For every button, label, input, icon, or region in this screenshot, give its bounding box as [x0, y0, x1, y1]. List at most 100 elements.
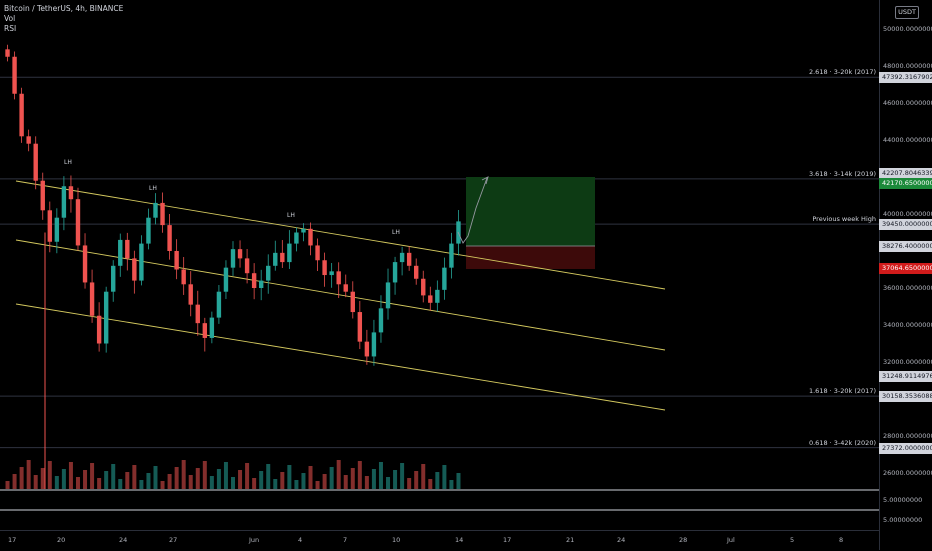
volume-bar — [280, 472, 285, 489]
candle — [251, 273, 257, 288]
price-tag[interactable]: 38276.40000000 — [879, 240, 932, 252]
price-tag[interactable]: 39450.00000000 — [879, 219, 932, 231]
projection-arrowhead — [481, 176, 489, 185]
lower-high-annotation: LH — [287, 212, 295, 219]
volume-bar — [322, 474, 327, 489]
candle — [258, 280, 264, 288]
lower-high-annotation: LH — [149, 185, 157, 192]
candle — [308, 228, 313, 246]
symbol-title[interactable]: Bitcoin / TetherUS, 4h, BINANCE — [4, 4, 124, 13]
volume-bar — [47, 461, 52, 489]
volume-bar — [435, 472, 440, 489]
candle — [244, 258, 250, 274]
time-tick-label: 10 — [392, 536, 401, 544]
price-tag[interactable]: 31248.91149765 — [879, 370, 932, 382]
price-tag[interactable]: 42207.80463396 — [879, 168, 932, 180]
volume-bar — [153, 466, 158, 489]
candle — [301, 228, 306, 233]
price-tick-label: 40000.00000000 — [883, 210, 932, 218]
volume-bar — [83, 470, 88, 489]
volume-bar — [329, 467, 334, 489]
candle — [33, 143, 38, 181]
candle — [202, 323, 208, 338]
candle — [89, 282, 95, 316]
volume-bar — [449, 480, 454, 489]
volume-bar — [125, 472, 130, 489]
time-tick-label: 17 — [8, 536, 17, 544]
volume-bar — [357, 461, 362, 489]
volume-bar — [273, 479, 278, 489]
candle — [399, 252, 405, 263]
candle — [350, 291, 355, 313]
candle — [449, 243, 454, 268]
time-tick-label: Jul — [727, 536, 735, 544]
candle — [12, 56, 17, 94]
volume-bar — [33, 475, 38, 489]
volume-bar — [146, 473, 151, 489]
rsi-tick-label: 5.00000000 — [883, 496, 923, 504]
price-tag[interactable]: 27372.00000000 — [879, 442, 932, 454]
volume-bar — [202, 461, 207, 489]
volume-bar — [104, 471, 109, 489]
time-axis[interactable] — [0, 530, 879, 551]
candle — [385, 282, 391, 309]
candle — [273, 252, 278, 266]
volume-bar — [181, 460, 186, 489]
currency-button[interactable]: USDT — [895, 6, 919, 19]
volume-bar — [97, 478, 102, 489]
price-tag[interactable]: 37064.65000000 — [879, 263, 932, 275]
time-tick-label: 24 — [119, 536, 128, 544]
candle — [406, 252, 412, 266]
candle — [54, 217, 60, 242]
level-label: 1.618 · 3-20k (2017) — [808, 387, 876, 396]
volume-bar — [111, 464, 116, 489]
time-tick-label: 14 — [455, 536, 464, 544]
lower-high-annotation: LH — [392, 229, 400, 236]
price-axis[interactable] — [879, 0, 932, 550]
volume-bar — [421, 464, 426, 489]
volume-bar — [75, 477, 80, 489]
time-tick-label: 21 — [566, 536, 575, 544]
level-label: 0.618 · 3-42k (2020) — [808, 438, 876, 447]
candle — [111, 265, 116, 292]
volume-indicator-label[interactable]: Vol — [4, 14, 16, 23]
price-tag[interactable]: 30158.35360880 — [879, 391, 932, 403]
candle — [195, 304, 200, 324]
volume-bar — [238, 470, 243, 489]
volume-bar — [90, 463, 95, 489]
volume-bar — [139, 480, 144, 489]
candle — [125, 239, 130, 259]
volume-bar — [167, 474, 172, 489]
volume-bar — [252, 478, 257, 489]
price-tick-label: 36000.00000000 — [883, 284, 932, 292]
candle — [174, 251, 179, 270]
candle — [287, 243, 292, 263]
candle — [181, 269, 186, 285]
candle — [392, 262, 398, 283]
volume-bar — [308, 466, 313, 489]
level-label: Previous week High — [812, 215, 876, 224]
volume-bar — [19, 467, 24, 489]
volume-bar — [160, 481, 165, 489]
time-tick-label: 20 — [57, 536, 66, 544]
volume-bar — [336, 460, 341, 489]
time-tick-label: 4 — [298, 536, 303, 544]
rsi-indicator-label[interactable]: RSI — [4, 24, 17, 33]
volume-bar — [378, 462, 383, 489]
candle — [266, 265, 271, 281]
volume-bar — [343, 475, 348, 489]
volume-bar — [259, 471, 264, 489]
candle — [160, 202, 165, 226]
level-label: 3.618 · 3-14k (2019) — [808, 169, 876, 178]
volume-bar — [350, 468, 355, 489]
price-tag[interactable]: 47392.31679027 — [879, 72, 932, 84]
volume-bar — [287, 465, 292, 489]
lower-high-annotation: LH — [64, 159, 72, 166]
candle — [40, 180, 45, 211]
price-tag[interactable]: 42170.65000000 — [879, 177, 932, 189]
candle — [364, 341, 370, 357]
candle — [139, 243, 144, 281]
volume-bar — [188, 475, 193, 489]
candle — [118, 239, 123, 266]
